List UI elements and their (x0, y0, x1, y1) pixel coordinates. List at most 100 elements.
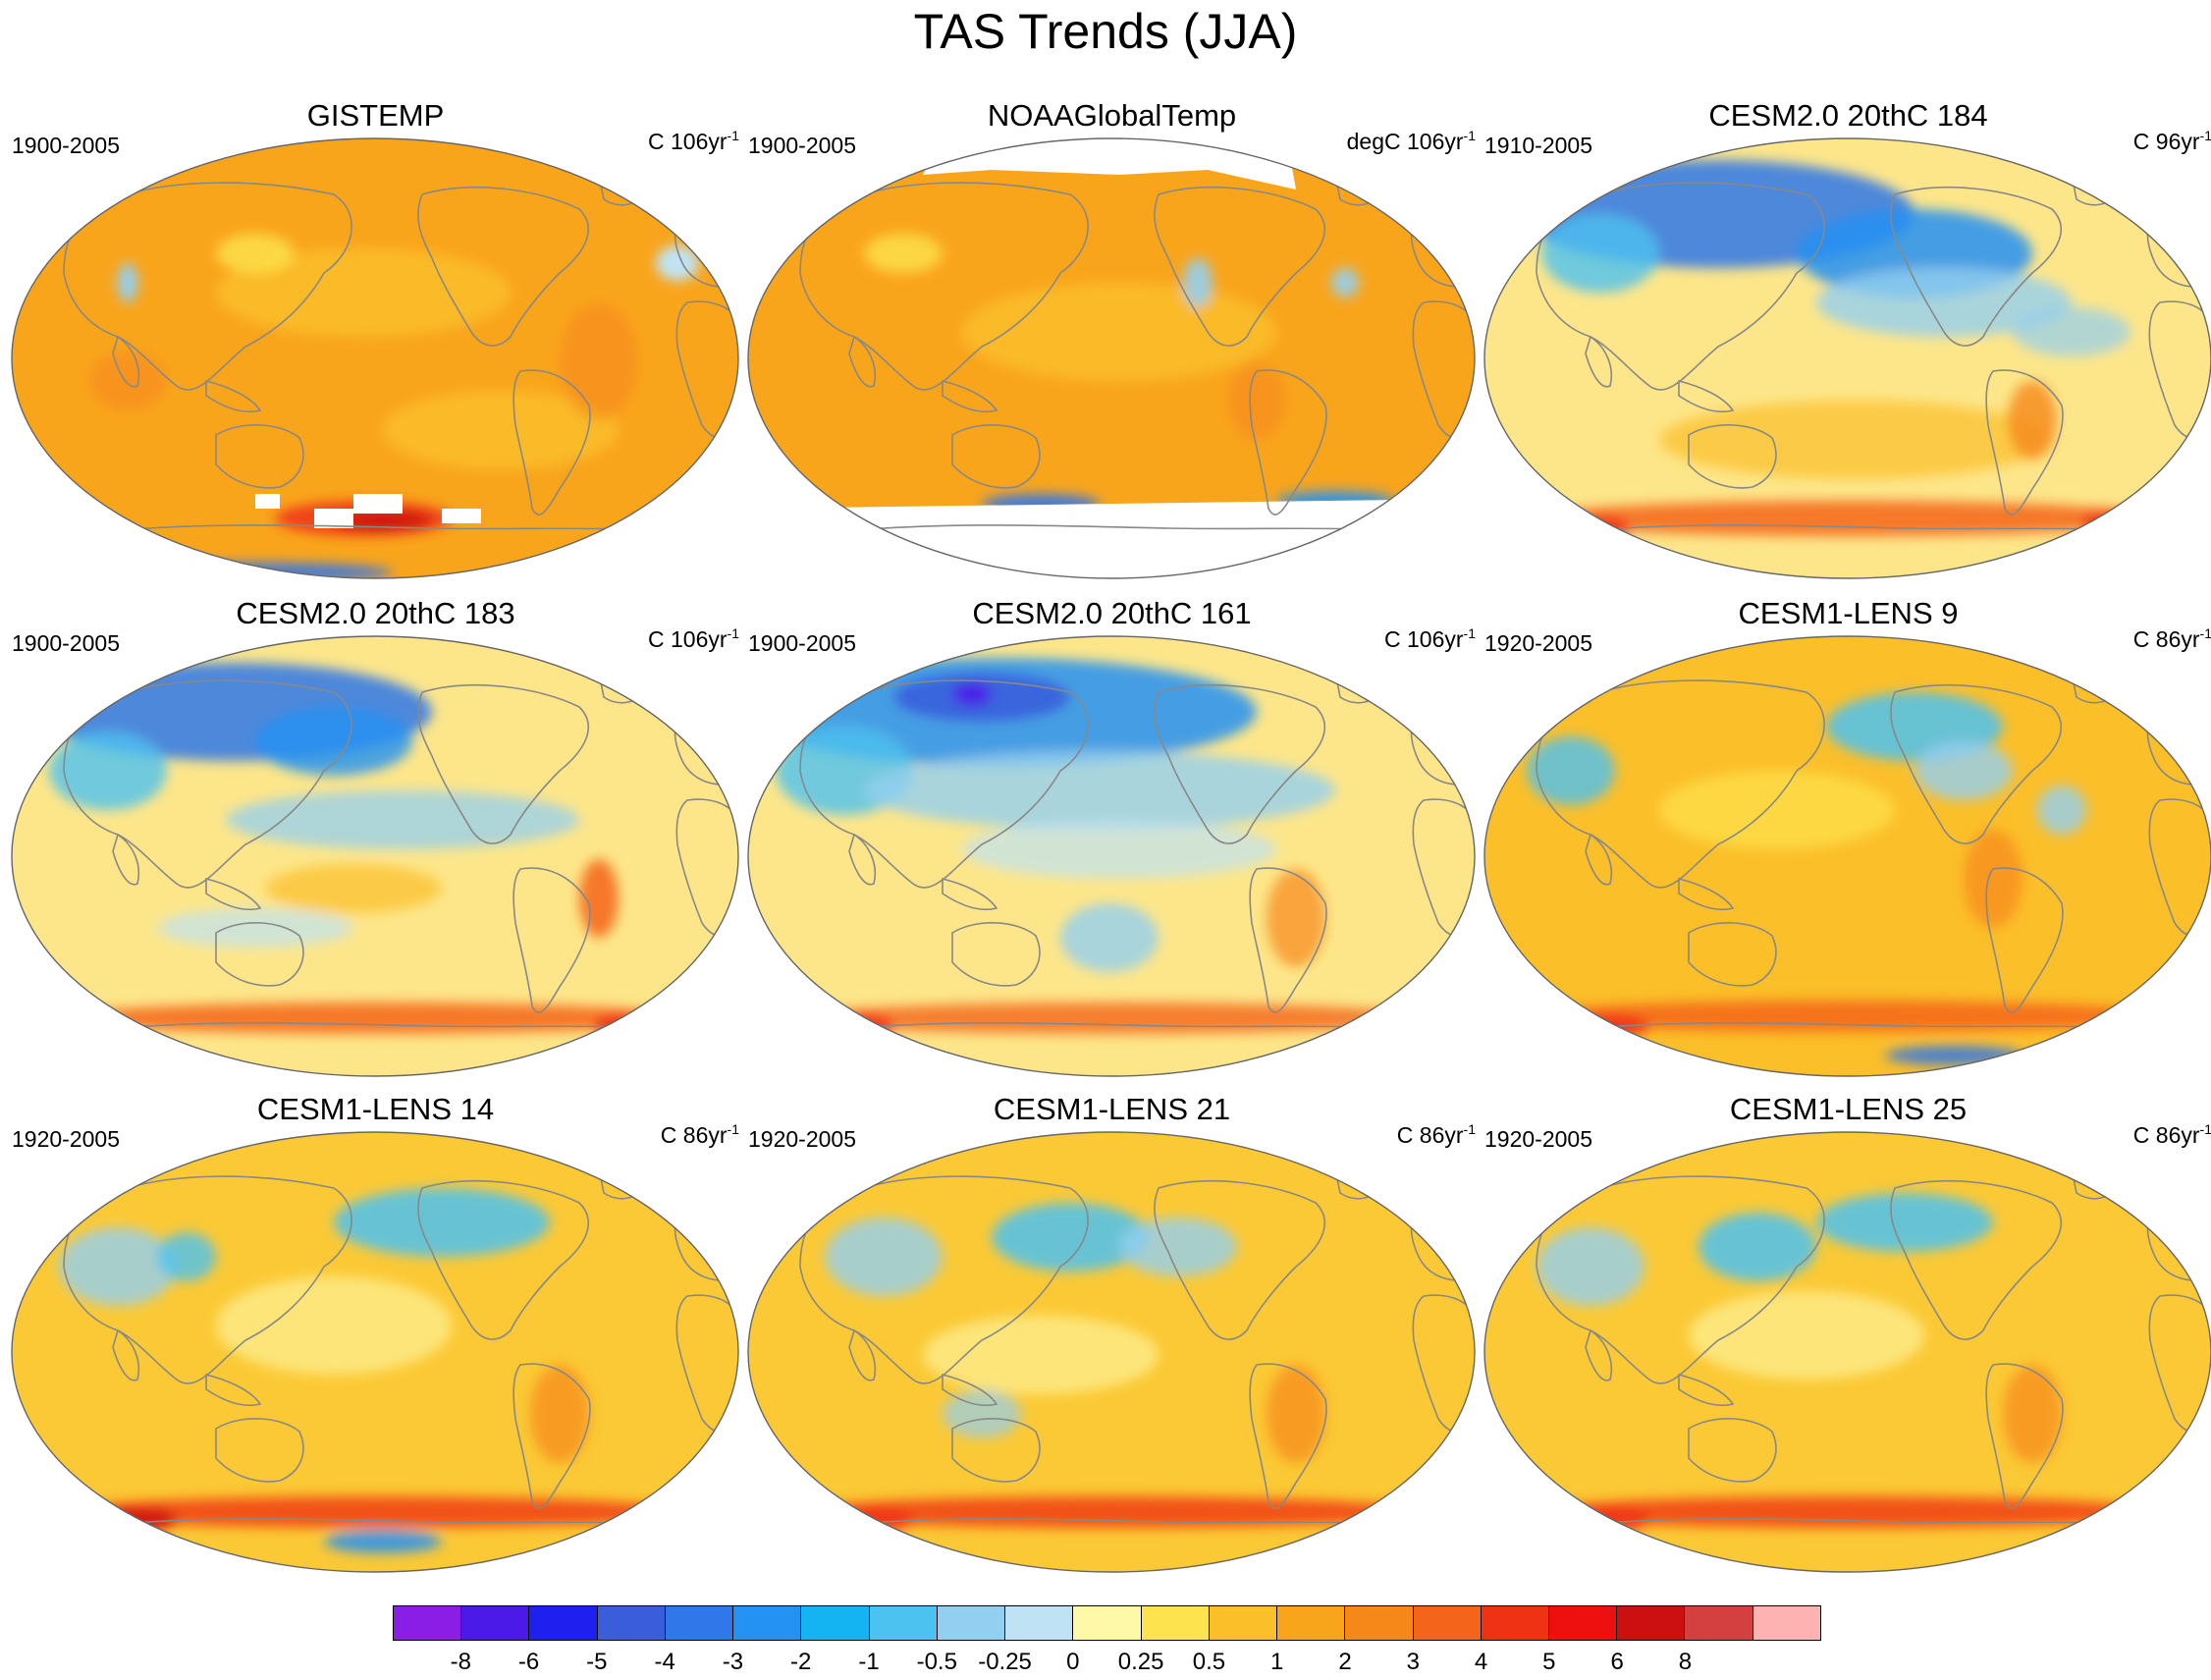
anomaly-region (1914, 741, 2013, 800)
anomaly-region (1964, 830, 2022, 928)
anomaly-region (1183, 258, 1213, 307)
panel-title: CESM1-LENS 14 (256, 1092, 495, 1126)
anomaly-region (864, 751, 1335, 830)
coastline-seasia (205, 1373, 262, 1407)
coastline-asia (799, 182, 1089, 391)
missing-data (255, 494, 280, 509)
anomaly-region (324, 1530, 442, 1553)
colorbar-swatch (1277, 1606, 1346, 1640)
missing-data (748, 499, 1475, 578)
anomaly-region (255, 707, 412, 776)
map-frame (747, 635, 1476, 1077)
panel-title: CESM1-LENS 9 (1738, 596, 1959, 630)
coastline-namerica (417, 1180, 590, 1340)
colorbar-swatch (529, 1606, 598, 1640)
period-label: 1910-2005 (1484, 133, 1592, 158)
colorbar-tick-label: 0.25 (1117, 1649, 1164, 1675)
anomaly-region (157, 908, 353, 948)
anomaly-region (962, 283, 1276, 381)
anomaly-region (1659, 401, 2052, 479)
coastline-australia (951, 424, 1041, 489)
anomaly-region (383, 391, 619, 469)
coastline-samerica (512, 1363, 591, 1509)
anomaly-region (49, 732, 167, 810)
coastline-seasia (942, 379, 998, 413)
coastline-asia (63, 679, 352, 889)
coastline-asia (63, 182, 352, 391)
anomaly-region (226, 790, 579, 849)
colorbar-tick-label: -0.25 (978, 1649, 1032, 1675)
colorbar-swatch (394, 1606, 462, 1640)
anomaly-region (118, 263, 137, 302)
anomaly-region (1571, 1508, 1649, 1532)
colorbar-tick-label: -2 (790, 1649, 812, 1675)
coastline-samerica (1985, 867, 2064, 1013)
colorbar-tick-label: 0.5 (1192, 1649, 1226, 1675)
anomaly-region (2037, 786, 2086, 835)
panel-cesm1-lens-9: CESM1-LENS 9 1920-2005 C 86yr-1 (1483, 596, 2211, 1082)
period-label: 1900-2005 (748, 630, 856, 656)
anomaly-region (1537, 1227, 1645, 1306)
coastline-australia (1688, 922, 1777, 987)
colorbar-swatch (1481, 1606, 1549, 1640)
panel-cesm2-183: CESM2.0 20thC 183 1900-2005 C 106yr-1 (10, 596, 741, 1082)
coastline-namerica (1890, 187, 2063, 347)
colorbar-swatch (1345, 1606, 1414, 1640)
coastline-seasia (205, 379, 262, 413)
trend-map (747, 1131, 1476, 1573)
coastline-samerica (1249, 369, 1327, 515)
anomaly-region (98, 1508, 177, 1532)
panel-cesm1-lens-21: CESM1-LENS 21 1920-2005 C 86yr-1 (746, 1092, 1478, 1578)
colorbar-tick-label: 4 (1474, 1649, 1488, 1675)
anomaly-region (88, 352, 167, 410)
colorbar-swatch (937, 1606, 1006, 1640)
anomaly-region (2013, 307, 2130, 356)
anomaly-region (2003, 1365, 2062, 1463)
coastline-samerica (1985, 1363, 2064, 1509)
coastline-seasia (942, 877, 998, 911)
anomaly-region (943, 1389, 1021, 1438)
map-frame (1483, 635, 2211, 1077)
colorbar-swatch (1005, 1606, 1074, 1640)
anomaly-region (1227, 361, 1286, 440)
colorbar-tick-label: -8 (450, 1649, 471, 1675)
period-label: 1900-2005 (12, 133, 120, 158)
colorbar-swatch (1617, 1606, 1686, 1640)
units-label: degC 106yr-1 (1346, 128, 1476, 154)
trend-map (11, 137, 739, 579)
colorbar-tick-label: -4 (654, 1649, 675, 1675)
coastline-australia (1688, 1418, 1777, 1483)
colorbar-tick-label: -3 (722, 1649, 744, 1675)
map-frame (747, 1131, 1476, 1573)
coastline-namerica (1890, 1180, 2063, 1340)
colorbar-swatch (869, 1606, 938, 1640)
anomaly-region (530, 1365, 589, 1463)
units-label: C 96yr-1 (2132, 128, 2211, 154)
panel-cesm1-lens-14: CESM1-LENS 14 1920-2005 C 86yr-1 (10, 1092, 741, 1578)
units-label: C 86yr-1 (2132, 625, 2211, 652)
colorbar-tick-label: 1 (1270, 1649, 1284, 1675)
colorbar-swatch (1685, 1606, 1753, 1640)
colorbar-swatch (665, 1606, 734, 1640)
panel-title: CESM1-LENS 21 (993, 1092, 1231, 1126)
anomaly-region (1816, 268, 2072, 337)
trend-map (747, 635, 1476, 1077)
anomaly-region (1689, 1291, 1924, 1380)
coastline-asia (1536, 679, 1825, 889)
coastline-namerica (417, 187, 590, 347)
missing-data (923, 138, 1296, 190)
coastline-seasia (205, 877, 262, 911)
coastline-australia (1688, 424, 1777, 489)
coastline-india (848, 335, 876, 388)
colorbar-tick-label: -5 (586, 1649, 608, 1675)
coastline-samerica (1249, 1363, 1327, 1509)
panel-title: NOAAGlobalTemp (987, 98, 1237, 133)
colorbar-tick-label: 2 (1338, 1649, 1352, 1675)
coastline-asia (1536, 182, 1825, 391)
missing-data (353, 494, 403, 514)
coastline-india (848, 1328, 876, 1382)
coastline-india (848, 833, 876, 886)
anomaly-region (923, 1316, 1159, 1394)
coastline-samerica (1249, 867, 1327, 1013)
anomaly-region (59, 1227, 177, 1306)
